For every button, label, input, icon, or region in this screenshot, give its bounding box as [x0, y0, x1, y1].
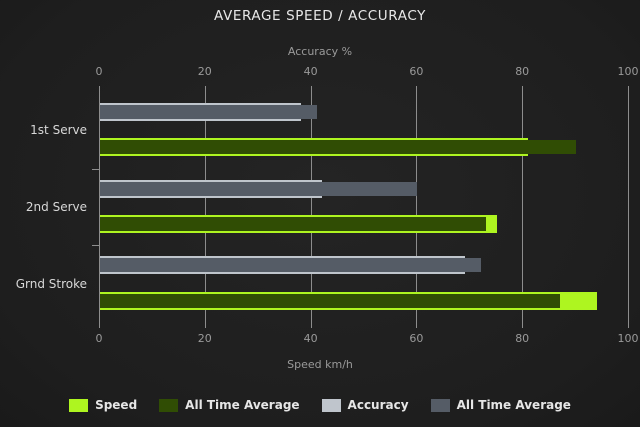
- bar-speed-all-time-average: [100, 293, 561, 308]
- chart-title: AVERAGE SPEED / ACCURACY: [214, 8, 426, 24]
- gridline: [204, 92, 206, 322]
- top-axis-tick-mark: [522, 86, 524, 92]
- bottom-axis-tick-label: 40: [303, 332, 318, 345]
- top-axis-tick-label: 0: [95, 65, 103, 78]
- category-label: 2nd Serve: [25, 199, 87, 214]
- category-group: 1st Serve: [30, 92, 628, 169]
- legend-item[interactable]: Accuracy: [321, 398, 409, 412]
- top-axis-tick-label: 80: [515, 65, 530, 78]
- chart-legend: Speed All Time Average Accuracy All Time Av…: [0, 398, 640, 412]
- bottom-axis-tick-mark: [204, 322, 206, 328]
- legend-swatch-icon: [69, 398, 89, 412]
- legend-swatch-icon: [159, 398, 179, 412]
- bottom-axis-tick-mark: [99, 322, 100, 328]
- y-axis-tick-mark: [92, 245, 99, 247]
- top-axis-tick-mark: [310, 86, 312, 92]
- category-label: 1st Serve: [30, 123, 87, 138]
- bar-speed-all-time-average: [100, 216, 487, 231]
- bar-speed-all-time-average: [100, 140, 577, 155]
- plot-area: 0 0 20 20 40 40 60 60 80 80 100 100 1st Serve 2nd Ser…: [16, 65, 639, 345]
- bottom-axis-tick-label: 60: [409, 332, 424, 345]
- legend-label: All Time Average: [456, 398, 571, 412]
- bottom-axis-tick-label: 100: [617, 332, 639, 345]
- legend-swatch-icon: [321, 398, 341, 412]
- top-axis-tick-mark: [416, 86, 418, 92]
- legend-label: Accuracy: [347, 398, 409, 412]
- top-axis-tick-label: 100: [617, 65, 639, 78]
- bar-accuracy-all-time-average: [100, 181, 418, 196]
- top-axis-tick-label: 40: [303, 65, 318, 78]
- bottom-axis-tick-mark: [522, 322, 524, 328]
- legend-item[interactable]: All Time Average: [159, 398, 300, 412]
- top-axis-tick-label: 60: [409, 65, 424, 78]
- bottom-axis-tick-mark: [628, 322, 629, 328]
- top-axis-tick-label: 20: [197, 65, 212, 78]
- category-group: 2nd Serve: [26, 168, 628, 246]
- top-axis-tick-mark: [99, 86, 100, 92]
- top-axis-tick-mark: [628, 86, 629, 92]
- bottom-axis-label: Speed km/h: [287, 358, 353, 371]
- gridline: [522, 92, 524, 322]
- y-axis-tick-mark: [92, 168, 99, 170]
- legend-item[interactable]: All Time Average: [430, 398, 571, 412]
- bar-accuracy-all-time-average: [100, 258, 481, 273]
- legend-label: Speed: [95, 398, 138, 412]
- bottom-axis-tick-label: 80: [515, 332, 530, 345]
- bottom-axis-tick-mark: [310, 322, 312, 328]
- gridline: [416, 92, 418, 322]
- category-group: Grnd Stroke: [16, 245, 628, 322]
- category-label: Grnd Stroke: [15, 276, 87, 291]
- top-axis-label: Accuracy %: [287, 45, 353, 58]
- bottom-axis-tick-label: 0: [95, 332, 103, 345]
- bottom-axis-tick-mark: [416, 322, 418, 328]
- legend-swatch-icon: [430, 398, 450, 412]
- legend-item[interactable]: Speed: [69, 398, 137, 412]
- bottom-axis-tick-label: 20: [197, 332, 212, 345]
- bar-accuracy-all-time-average: [100, 104, 317, 119]
- y-axis-line: [99, 92, 100, 322]
- legend-label: All Time Average: [185, 398, 300, 412]
- gridline: [310, 92, 312, 322]
- gridline: [628, 92, 629, 322]
- top-axis-tick-mark: [204, 86, 206, 92]
